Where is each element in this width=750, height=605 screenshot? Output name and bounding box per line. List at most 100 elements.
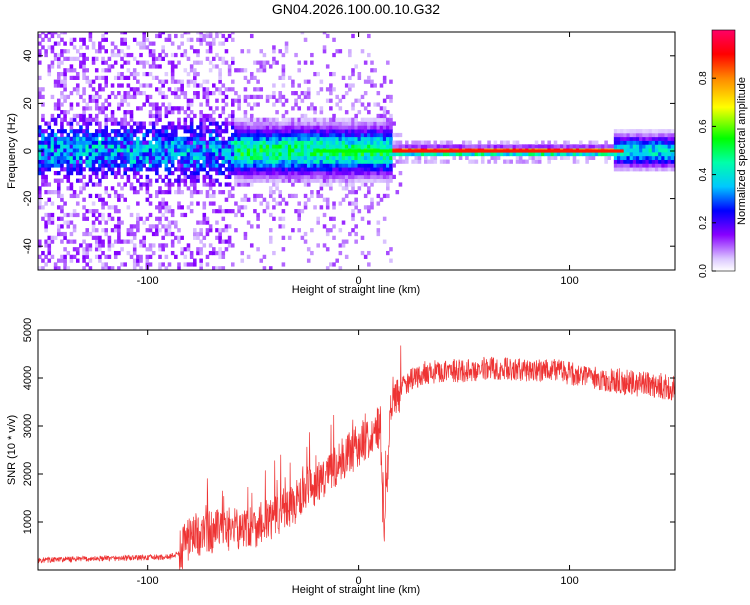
heatmap-cell [306,159,311,164]
heatmap-cell [259,64,264,69]
heatmap-cell [63,41,67,46]
heatmap-cell [69,56,74,61]
heatmap-cell [344,110,349,115]
heatmap-cell [101,151,105,157]
heatmap-cell [249,155,254,160]
heatmap-cell [44,155,48,160]
heatmap-cell [635,132,640,138]
heatmap-cell [348,163,352,168]
heatmap-cell [129,52,134,58]
heatmap-cell [56,75,61,80]
heatmap-cell [60,140,64,145]
heatmap-cell [148,140,153,145]
heatmap-cell [338,121,343,126]
heatmap-cell [509,149,513,153]
heatmap-cell [155,155,159,160]
heatmap-cell [256,193,260,199]
heatmap-cell [196,148,200,153]
heatmap-cell [155,132,159,138]
heatmap-cell [262,132,267,138]
heatmap-cell [382,167,387,172]
heatmap-cell [189,262,194,267]
heatmap-cell [151,52,156,58]
snr-ytick-label: 4000 [22,366,34,390]
heatmap-cell [379,167,384,172]
heatmap-cell [82,216,86,221]
heatmap-cell [104,155,108,160]
heatmap-cell [635,151,640,157]
heatmap-cell [297,125,301,130]
heatmap-cell [306,182,311,187]
heatmap-cell [164,79,169,84]
heatmap-cell [268,155,273,160]
heatmap-cell [240,148,245,153]
heatmap-cell [47,140,52,145]
heatmap-cell [360,149,365,153]
heatmap-cell [259,163,264,168]
heatmap-cell [123,52,127,58]
heatmap-cell [661,140,665,145]
heatmap-cell [139,182,143,187]
heatmap-cell [635,140,640,145]
heatmap-cell [310,151,314,157]
heatmap-cell [183,254,188,259]
heatmap-cell [66,68,71,73]
heatmap-cell [262,129,267,134]
heatmap-cell [446,140,450,145]
heatmap-cell [113,209,118,214]
heatmap-cell [591,155,596,160]
heatmap-cell [53,136,58,141]
heatmap-cell [306,258,311,263]
heatmap-cell [167,125,172,130]
heatmap-cell [395,144,400,149]
heatmap-cell [189,79,194,84]
heatmap-cell [94,106,99,111]
heatmap-cell [484,144,488,149]
heatmap-cell [44,239,48,244]
heatmap-cell [186,98,191,103]
heatmap-cell [617,155,621,160]
heatmap-cell [376,155,381,160]
heatmap-cell [306,79,311,84]
heatmap-cell [386,110,390,115]
heatmap-cell [85,228,90,233]
heatmap-cell [75,178,80,183]
heatmap-cell [398,182,403,187]
heatmap-cell [433,159,438,164]
heatmap-cell [142,235,146,240]
heatmap-cell [120,75,124,80]
heatmap-cell [41,140,45,145]
heatmap-cell [231,167,235,172]
heatmap-cell [332,262,336,267]
heatmap-cell [215,178,219,183]
heatmap-cell [41,178,45,183]
heatmap-cell [205,170,210,176]
heatmap-cell [38,125,42,130]
heatmap-cell [110,155,115,160]
heatmap-cell [281,102,286,107]
heatmap-cell [553,140,558,145]
heatmap-cell [117,228,121,233]
heatmap-cell [547,159,551,164]
heatmap-cell [294,117,298,122]
heatmap-cell [53,266,58,270]
heatmap-cell [281,129,286,134]
heatmap-cell [354,129,358,134]
heatmap-cell [281,209,286,214]
heatmap-cell [303,151,308,157]
heatmap-cell [357,136,362,141]
heatmap-cell [237,102,241,107]
heatmap-cell [205,182,210,187]
heatmap-cell [107,212,112,218]
heatmap-cell [202,216,207,221]
heatmap-cell [41,136,45,141]
heatmap-cell [259,87,264,92]
heatmap-cell [218,68,222,73]
heatmap-cell [373,83,377,88]
heatmap-cell [376,228,381,233]
heatmap-cell [433,140,438,145]
heatmap-cell [284,49,289,54]
heatmap-cell [167,228,172,233]
heatmap-cell [202,79,207,84]
heatmap-cell [658,136,662,141]
